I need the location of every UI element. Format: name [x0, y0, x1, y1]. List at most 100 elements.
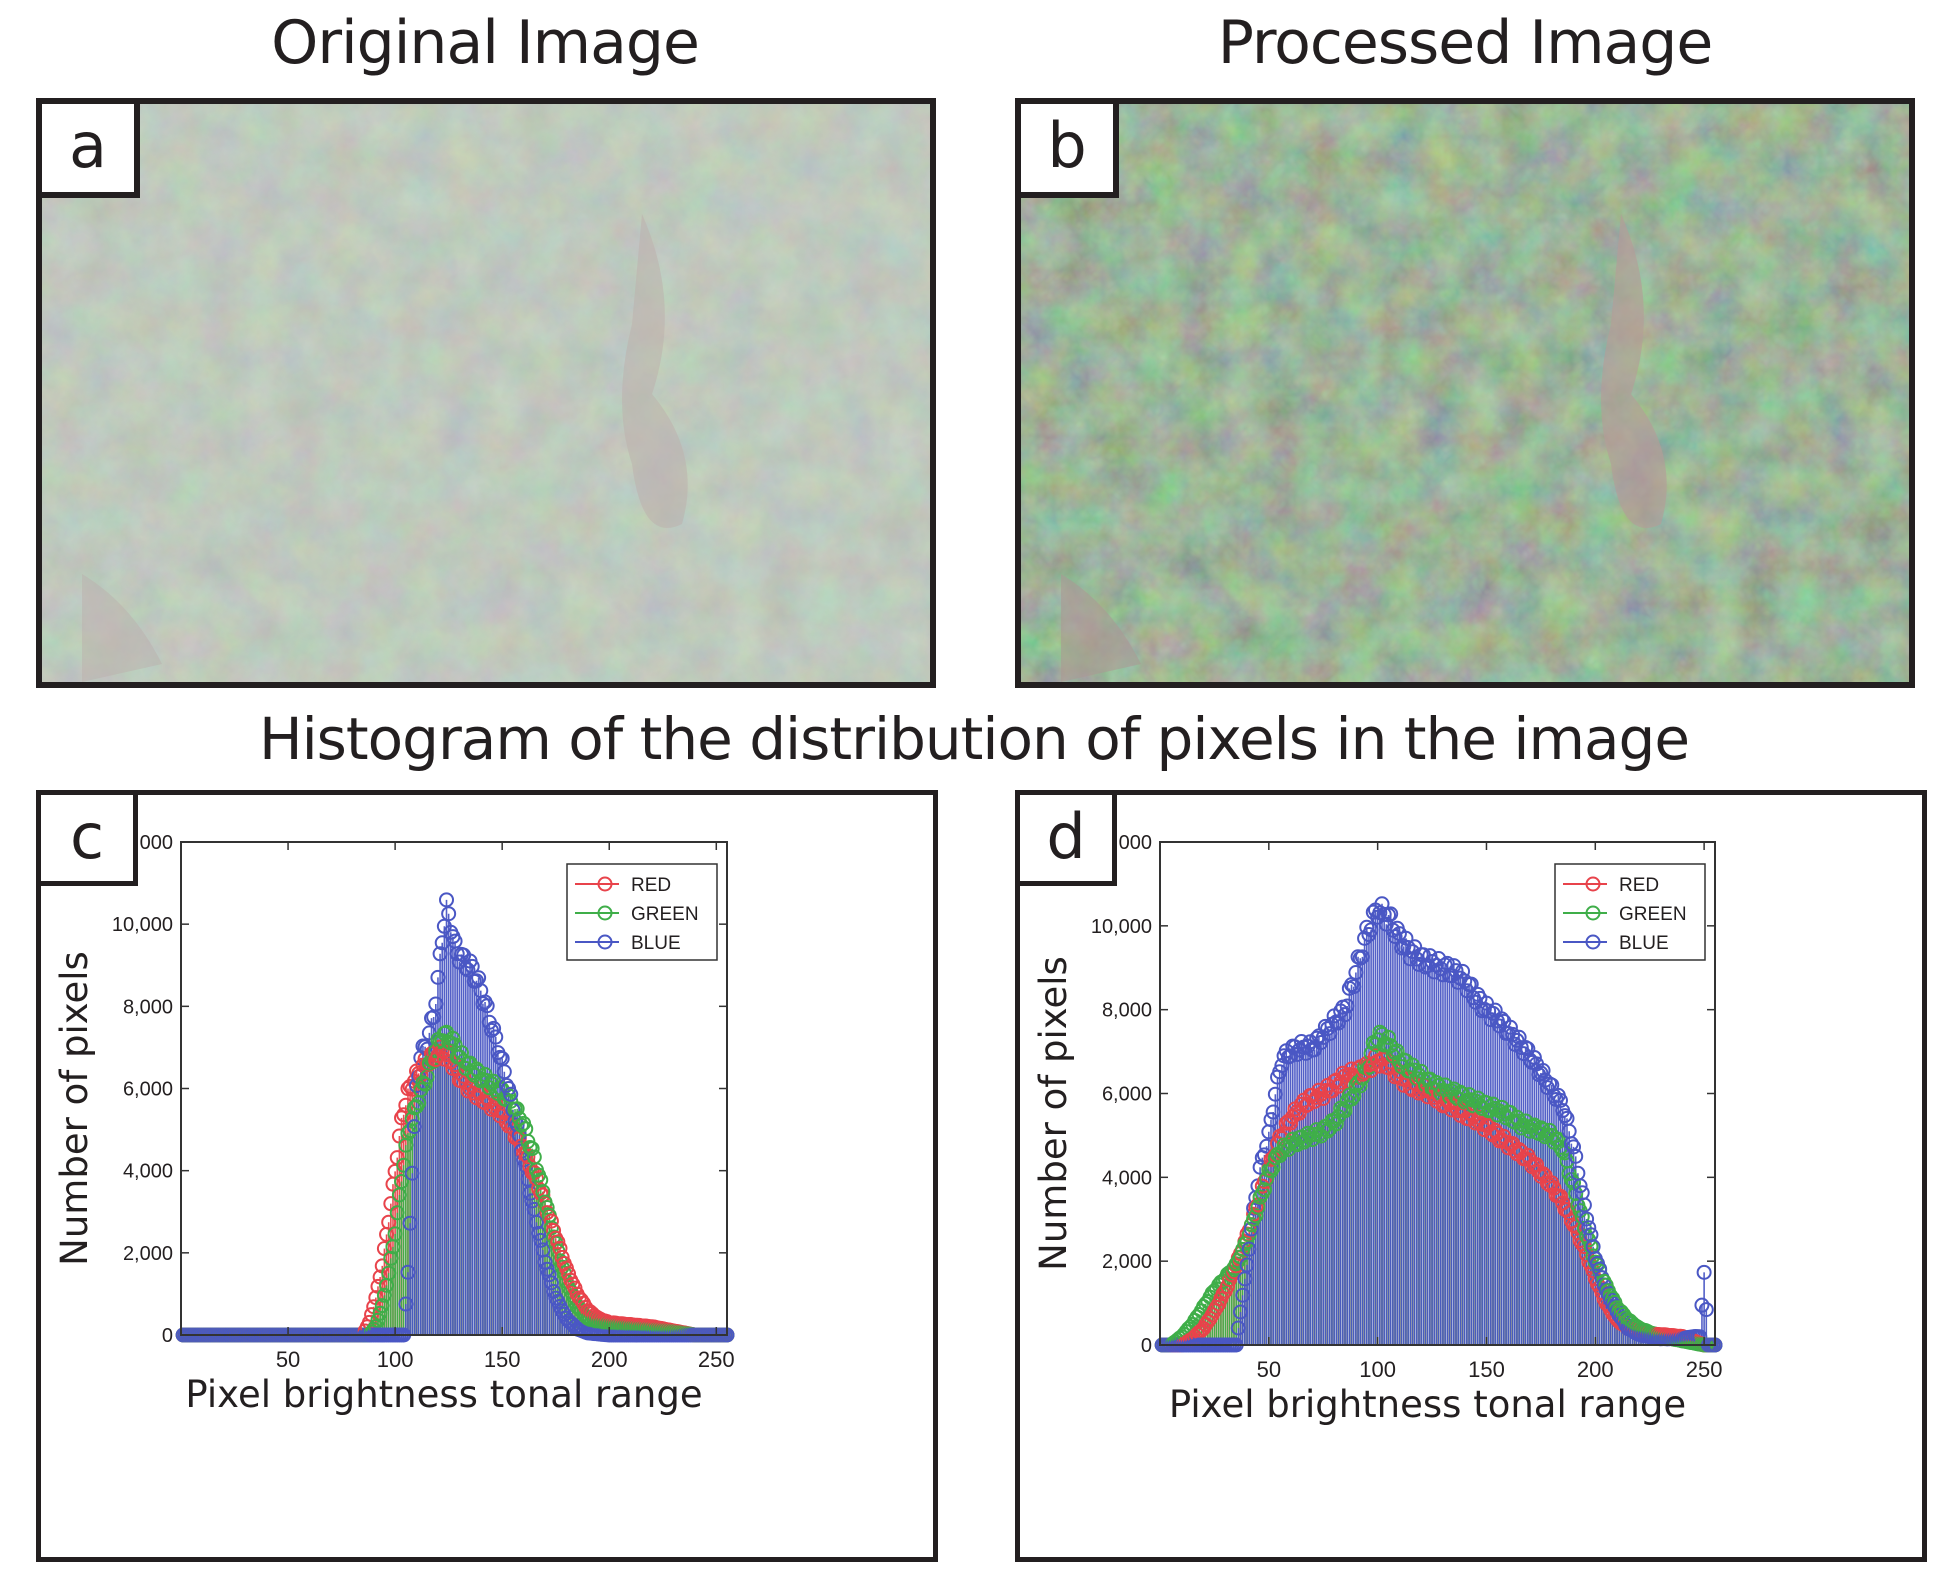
marker-green: [1274, 1144, 1290, 1160]
legend-marker-green: [1585, 905, 1601, 921]
y-tick-label: 4,000: [123, 1161, 173, 1183]
x-tick-label: 50: [1257, 1357, 1281, 1382]
marker-blue: [1265, 1104, 1281, 1120]
marker-blue: [1568, 1148, 1584, 1164]
processed-image-panel: b: [1015, 98, 1915, 688]
marker-green: [1381, 1029, 1397, 1045]
marker-blue: [1346, 979, 1362, 995]
marker-blue: [464, 958, 480, 974]
marker-blue: [1696, 1264, 1712, 1280]
legend-marker-green: [597, 905, 613, 921]
y-tick-label: 4,000: [1102, 1167, 1152, 1189]
processed-aerial-photo: [1021, 104, 1909, 682]
marker-blue: [1337, 1007, 1353, 1023]
marker-green: [511, 1110, 527, 1126]
legend-marker-red: [1585, 876, 1601, 892]
marker-green: [453, 1045, 469, 1061]
marker-blue: [1230, 1320, 1246, 1336]
marker-red: [404, 1081, 420, 1097]
marker-blue: [1354, 949, 1370, 965]
marker-green: [381, 1265, 397, 1281]
y-tick-label: 8,000: [1102, 1000, 1152, 1022]
x-tick-label: 200: [591, 1347, 628, 1372]
panel-label-b: b: [1021, 104, 1119, 198]
marker-blue: [1698, 1302, 1714, 1318]
x-axis-label: Pixel brightness tonal range: [185, 1373, 702, 1416]
marker-blue: [486, 1020, 502, 1036]
marker-blue: [1322, 1026, 1338, 1042]
marker-blue: [528, 1214, 544, 1230]
marker-blue: [1263, 1112, 1279, 1128]
marker-red: [1465, 1108, 1481, 1124]
marker-blue: [1363, 922, 1379, 938]
legend-marker-red: [597, 876, 613, 892]
marker-blue: [1535, 1063, 1551, 1079]
marker-green: [1387, 1045, 1403, 1061]
x-tick-label: 200: [1577, 1357, 1614, 1382]
marker-green: [417, 1076, 433, 1092]
y-tick-label: 6,000: [123, 1079, 173, 1101]
marker-blue: [460, 962, 476, 978]
marker-green: [535, 1184, 551, 1200]
y-tick-label: 0: [1141, 1335, 1152, 1357]
legend-marker-blue: [597, 934, 613, 950]
marker-red: [1335, 1065, 1351, 1081]
marker-blue: [406, 1119, 422, 1135]
x-tick-label: 150: [484, 1347, 521, 1372]
x-tick-label: 250: [1686, 1357, 1723, 1382]
marker-blue: [1557, 1108, 1573, 1124]
marker-blue: [1400, 940, 1416, 956]
panel-label-a: a: [42, 104, 140, 198]
marker-blue: [398, 1296, 414, 1312]
marker-blue: [1339, 998, 1355, 1014]
marker-green: [539, 1200, 555, 1216]
marker-blue: [1581, 1220, 1597, 1236]
marker-green: [1346, 1088, 1362, 1104]
marker-blue: [1365, 904, 1381, 920]
x-tick-label: 150: [1468, 1357, 1505, 1382]
marker-blue: [1455, 963, 1471, 979]
marker-blue: [1267, 1086, 1283, 1102]
marker-green: [1457, 1094, 1473, 1110]
marker-blue: [1309, 1030, 1325, 1046]
marker-red: [573, 1292, 589, 1308]
original-image-heading: Original Image: [271, 8, 700, 78]
marker-blue: [1272, 1064, 1288, 1080]
marker-green: [524, 1141, 540, 1157]
marker-blue: [1494, 1011, 1510, 1027]
marker-green: [1337, 1103, 1353, 1119]
histogram-heading: Histogram of the distribution of pixels …: [258, 705, 1690, 773]
legend-label-red: RED: [1619, 875, 1659, 896]
marker-blue: [430, 969, 446, 985]
marker-blue: [468, 973, 484, 989]
marker-blue: [400, 1264, 416, 1280]
marker-green: [1352, 1078, 1368, 1094]
marker-blue: [1526, 1049, 1542, 1065]
marker-green: [434, 1033, 450, 1049]
marker-blue: [1566, 1139, 1582, 1155]
marker-green: [376, 1287, 392, 1303]
marker-blue: [541, 1267, 557, 1283]
histogram-panel-d: 0 2,000 4,000 6,000 8,000 10,000 12,000 50 100 15…: [1015, 790, 1927, 1562]
marker-red: [543, 1213, 559, 1229]
marker-red: [550, 1234, 566, 1250]
marker-blue: [1243, 1221, 1259, 1237]
x-tick-label: 100: [1359, 1357, 1396, 1382]
marker-green: [1585, 1248, 1601, 1264]
legend-label-blue: BLUE: [1619, 933, 1669, 954]
y-tick-label: 10,000: [1091, 916, 1152, 938]
marker-green: [1350, 1075, 1366, 1091]
original-image-panel: a: [36, 98, 936, 688]
x-tick-label: 50: [276, 1347, 300, 1372]
y-tick-label: 2,000: [1102, 1251, 1152, 1273]
marker-blue: [1579, 1211, 1595, 1227]
original-aerial-photo: [42, 104, 930, 682]
marker-green: [509, 1101, 525, 1117]
marker-blue: [441, 906, 457, 922]
marker-red: [520, 1149, 536, 1165]
marker-green: [374, 1298, 390, 1314]
x-tick-label: 250: [698, 1347, 735, 1372]
marker-blue: [428, 996, 444, 1012]
